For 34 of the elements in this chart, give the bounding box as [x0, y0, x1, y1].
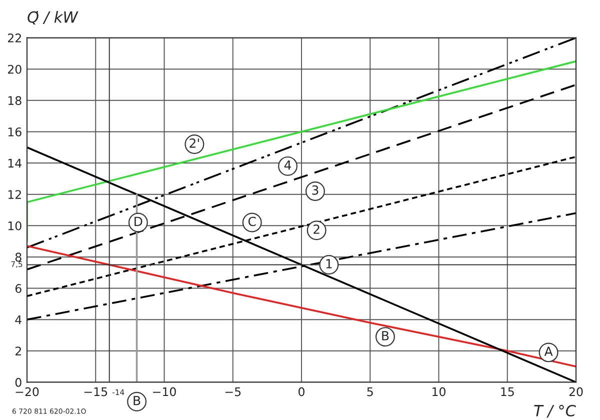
x-tick-label: −15: [84, 387, 108, 396]
x-tick-label: −10: [153, 387, 176, 396]
annotation: 2: [314, 224, 320, 234]
line-series: [27, 245, 576, 368]
x-tick-label: −20: [16, 387, 39, 396]
x-tick-label: 5: [367, 387, 373, 396]
annotation: A: [544, 346, 553, 356]
y-tick-label: 12: [8, 190, 21, 199]
y-tick-label: 18: [8, 96, 22, 106]
annotation: 3: [312, 185, 318, 195]
y-tick-label: 16: [8, 127, 22, 136]
x-axis-title: T / °C: [534, 404, 576, 418]
y-tick-label: 22: [8, 34, 21, 42]
x-tick-label: 15: [501, 387, 514, 396]
y-tick-label: 0: [15, 378, 22, 387]
y-axis-title: Q̇ / kW: [28, 10, 78, 25]
annotation: B: [134, 396, 140, 406]
annotation: B: [382, 331, 389, 340]
x-tick-label: −5: [225, 387, 241, 396]
y-tick-label: 20: [8, 64, 22, 74]
y-tick-label: 6: [15, 284, 22, 293]
annotation: 1: [326, 259, 332, 268]
annotation: D: [134, 216, 142, 226]
x-tick-label: 10: [432, 387, 446, 396]
y-tick-label: 4: [15, 315, 22, 324]
y-tick-label: 10: [8, 221, 22, 230]
annotation: C: [248, 216, 256, 226]
x-tick-label: 0: [298, 387, 304, 396]
y-tick-label: 14: [8, 158, 22, 168]
annotation: 4: [284, 160, 292, 170]
y-tick-label: 2: [15, 346, 21, 356]
y-tick-label: 8: [15, 252, 22, 262]
annotation: 2': [190, 138, 199, 148]
x-tick-label: 20: [569, 387, 583, 396]
